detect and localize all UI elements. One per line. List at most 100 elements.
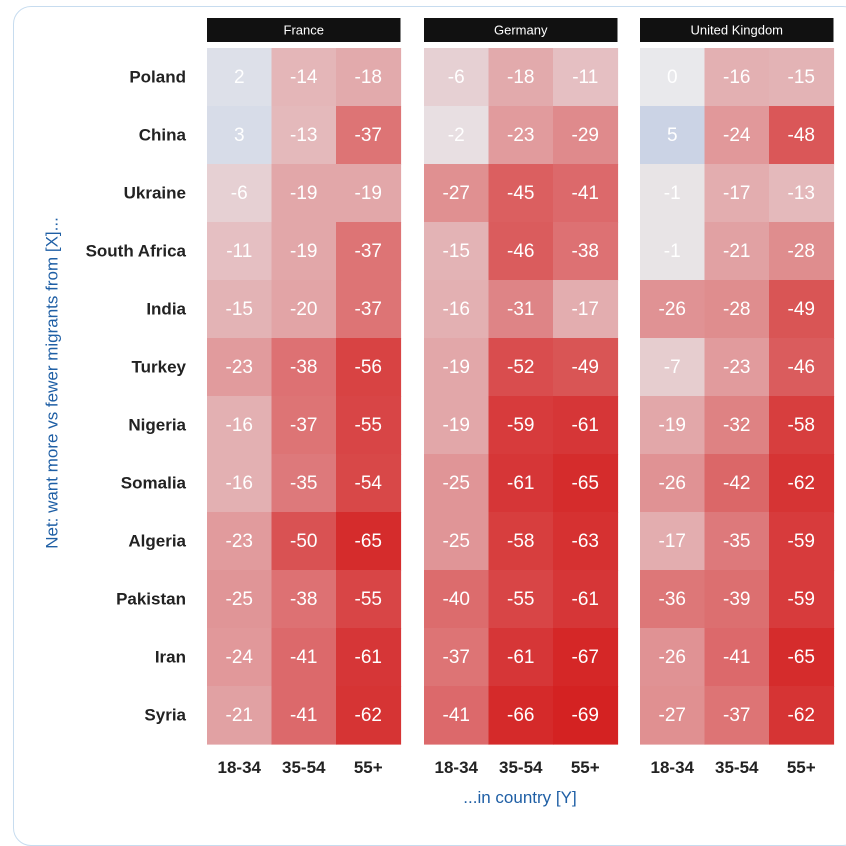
cell-value-label: -52 (507, 357, 534, 378)
row-tick-label: China (139, 125, 187, 144)
column-tick-label: 35-54 (499, 758, 543, 777)
heatmap-cell (424, 570, 490, 629)
heatmap-cell (488, 570, 554, 629)
cell-value-label: -2 (448, 125, 465, 146)
heatmap-cell (207, 280, 273, 339)
column-tick-label: 55+ (354, 758, 383, 777)
heatmap-cell (704, 48, 770, 107)
cell-value-label: -23 (723, 357, 750, 378)
heatmap-cell (640, 686, 706, 745)
cell-value-label: -66 (507, 705, 534, 726)
heatmap-cell (488, 512, 554, 571)
cell-value-label: 5 (667, 125, 678, 146)
cell-value-label: -61 (507, 647, 534, 668)
cell-value-label: -19 (355, 183, 382, 204)
row-tick-label: Ukraine (124, 183, 186, 202)
heatmap-cell (336, 106, 402, 165)
heatmap-cells: 2 -14 -183 -13 -37-6 -19 -19-11 -19 -37-15 -20 -37… (207, 48, 835, 745)
heatmap-cell (424, 280, 490, 339)
cell-value-label: -19 (443, 415, 470, 436)
cell-value-label: -55 (355, 415, 382, 436)
heatmap-cell (704, 628, 770, 687)
cell-value-label: -59 (507, 415, 534, 436)
heatmap-cell (640, 570, 706, 629)
heatmap-cell (271, 454, 337, 513)
cell-value-label: -46 (788, 357, 815, 378)
column-tick-label: 55+ (787, 758, 816, 777)
heatmap-cell (553, 628, 619, 687)
row-tick-label: Pakistan (116, 589, 186, 608)
panel-header-label: United Kingdom (691, 22, 784, 37)
heatmap-cell (553, 222, 619, 281)
cell-value-label: -65 (788, 647, 815, 668)
heatmap-cell (207, 512, 273, 571)
cell-value-label: -18 (355, 67, 382, 88)
heatmap-cell (553, 570, 619, 629)
cell-value-label: -38 (572, 241, 599, 262)
cell-value-label: -16 (723, 67, 750, 88)
heatmap-cell (207, 570, 273, 629)
heatmap-cell (488, 338, 554, 397)
row-tick-label: India (146, 299, 186, 318)
row-tick-label: Algeria (128, 531, 186, 550)
column-tick-label: 35-54 (715, 758, 759, 777)
cell-value-label: -61 (507, 473, 534, 494)
cell-value-label: -59 (788, 531, 815, 552)
cell-value-label: -46 (507, 241, 534, 262)
cell-value-label: -7 (664, 357, 681, 378)
panel-header-bg (424, 18, 618, 42)
heatmap-cell (769, 512, 835, 571)
cell-value-label: -37 (443, 647, 470, 668)
heatmap-cell (207, 686, 273, 745)
heatmap-cell (424, 686, 490, 745)
heatmap-cell (424, 338, 490, 397)
cell-value-label: -27 (659, 705, 686, 726)
row-tick-label: Poland (129, 67, 186, 86)
cell-value-label: 2 (234, 67, 245, 88)
cell-value-label: -35 (290, 473, 317, 494)
heatmap-cell (207, 454, 273, 513)
cell-value-label: -58 (788, 415, 815, 436)
heatmap-cell (207, 396, 273, 455)
cell-value-label: -38 (290, 589, 317, 610)
heatmap-cell (769, 628, 835, 687)
heatmap-cell (488, 106, 554, 165)
heatmap-cell (488, 454, 554, 513)
row-tick-label: Turkey (132, 357, 187, 376)
heatmap-cell (769, 338, 835, 397)
heatmap-cell (553, 106, 619, 165)
cell-value-label: -37 (355, 241, 382, 262)
cell-value-label: -11 (572, 67, 598, 88)
panel-header-bg (207, 18, 401, 42)
panel-header-label: France (284, 22, 324, 37)
cell-value-label: -11 (226, 241, 252, 262)
row-tick-label: Nigeria (128, 415, 186, 434)
cell-value-label: -58 (507, 531, 534, 552)
cell-value-label: -41 (290, 647, 317, 668)
cell-value-label: -45 (507, 183, 534, 204)
cell-value-label: -16 (226, 415, 253, 436)
heatmap-cell (553, 338, 619, 397)
column-labels: 18-34 35-54 55+ 18-34 35-54 55+ 18-34 35-54 55+ (218, 758, 816, 777)
cell-value-label: -41 (443, 705, 470, 726)
heatmap-cell (336, 48, 402, 107)
cell-value-label: -50 (290, 531, 317, 552)
cell-value-label: -13 (788, 183, 815, 204)
heatmap-cell (488, 222, 554, 281)
row-tick-label: Syria (144, 705, 186, 724)
cell-value-label: -25 (226, 589, 253, 610)
heatmap-cell (336, 280, 402, 339)
column-tick-label: 55+ (571, 758, 600, 777)
cell-value-label: -19 (659, 415, 686, 436)
heatmap-cell (207, 48, 273, 107)
heatmap-cell (271, 338, 337, 397)
heatmap-cell (271, 396, 337, 455)
cell-value-label: -36 (659, 589, 686, 610)
cell-value-label: -49 (788, 299, 815, 320)
cell-value-label: -17 (572, 299, 599, 320)
heatmap-chart: France Germany United Kingdom 2 -14 -18 3 -13 -… (42, 18, 835, 807)
heatmap-cell (207, 338, 273, 397)
heatmap-cell (553, 686, 619, 745)
cell-value-label: -26 (659, 473, 686, 494)
heatmap-cell (769, 280, 835, 339)
